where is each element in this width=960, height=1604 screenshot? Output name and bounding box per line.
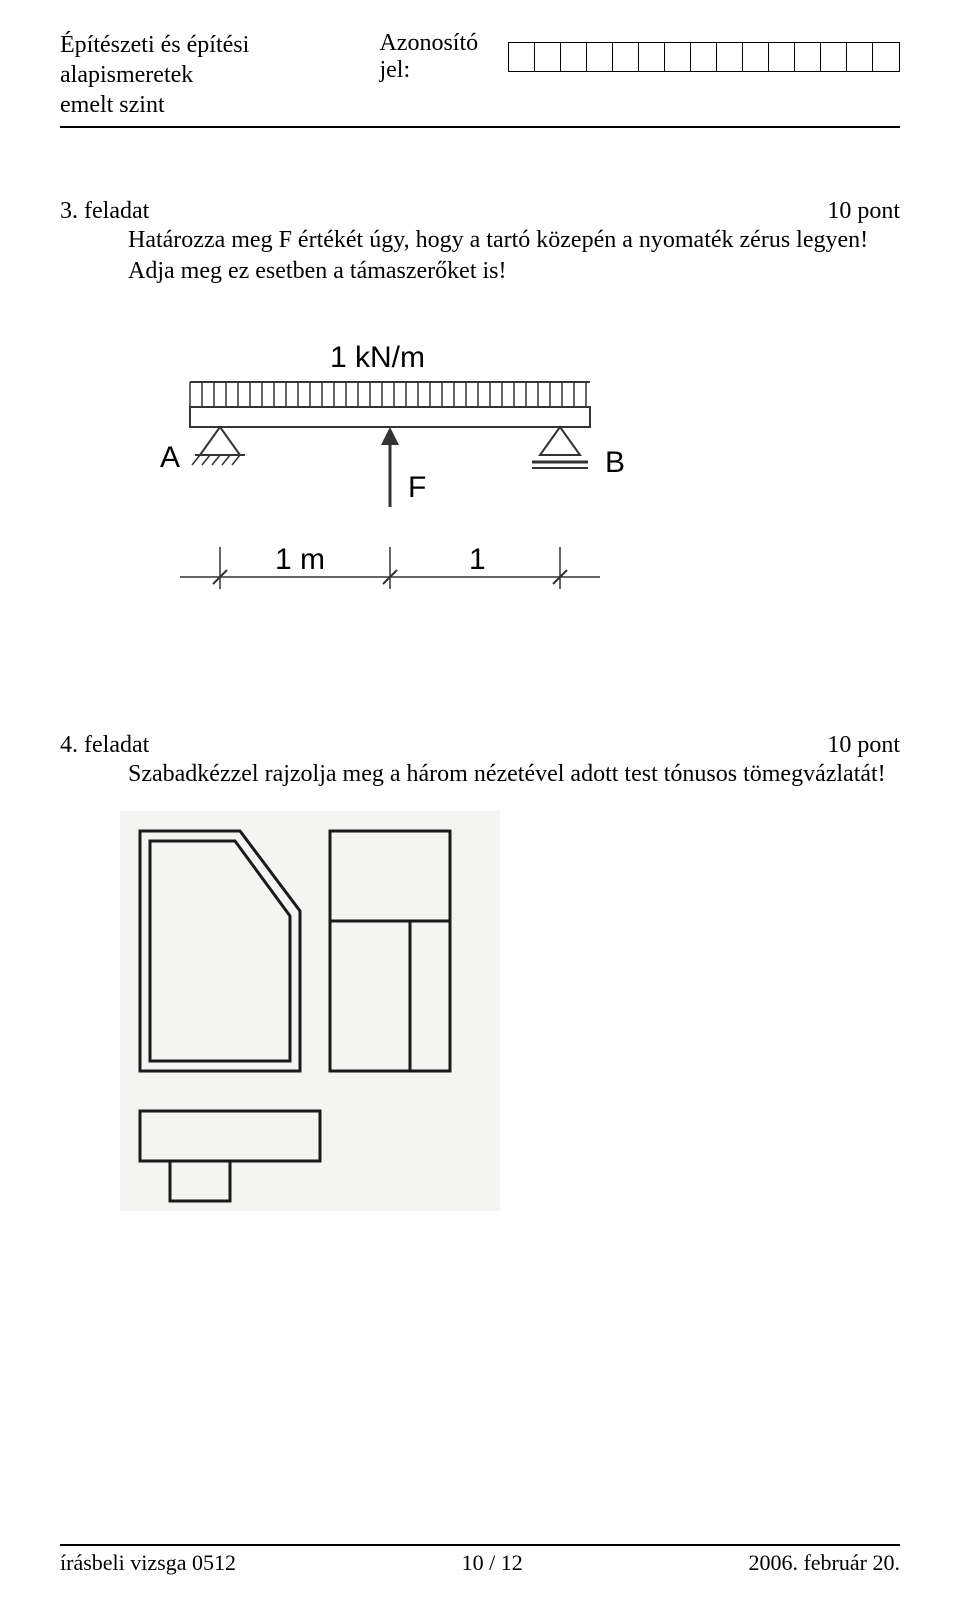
page-header: Építészeti és építési alapismeretek emel… bbox=[60, 30, 900, 120]
id-box-grid bbox=[508, 42, 900, 72]
task3-points: 10 pont bbox=[827, 198, 900, 225]
svg-text:B: B bbox=[605, 446, 625, 479]
id-label: Azonosító jel: bbox=[379, 30, 500, 84]
header-line2: emelt szint bbox=[60, 90, 379, 120]
header-rule bbox=[60, 126, 900, 128]
header-title-block: Építészeti és építési alapismeretek emel… bbox=[60, 30, 379, 120]
svg-text:1 kN/m: 1 kN/m bbox=[330, 341, 425, 374]
task4-views bbox=[120, 811, 900, 1216]
task3-diagram: 1 kN/m A B F 1 m 1 bbox=[120, 327, 900, 632]
svg-text:F: F bbox=[408, 471, 426, 504]
task3-body: Határozza meg F értékét úgy, hogy a tart… bbox=[60, 225, 900, 287]
footer-left: írásbeli vizsga 0512 bbox=[60, 1550, 236, 1576]
three-view-svg bbox=[120, 811, 500, 1211]
svg-text:A: A bbox=[160, 441, 180, 474]
svg-text:1: 1 bbox=[469, 543, 486, 576]
task4-body: Szabadkézzel rajzolja meg a három nézeté… bbox=[60, 759, 900, 790]
task4-title: 4. feladat bbox=[60, 732, 149, 759]
task3-head: 3. feladat 10 pont bbox=[60, 198, 900, 225]
footer-rule bbox=[60, 1544, 900, 1546]
header-id-block: Azonosító jel: bbox=[379, 30, 900, 84]
beam-diagram-svg: 1 kN/m A B F 1 m 1 bbox=[120, 327, 680, 627]
task4: 4. feladat 10 pont Szabadkézzel rajzolja… bbox=[60, 732, 900, 790]
footer-right: 2006. február 20. bbox=[748, 1550, 900, 1576]
page-footer: írásbeli vizsga 0512 10 / 12 2006. febru… bbox=[60, 1544, 900, 1576]
task4-points: 10 pont bbox=[827, 732, 900, 759]
svg-text:1 m: 1 m bbox=[275, 543, 325, 576]
footer-center: 10 / 12 bbox=[462, 1550, 523, 1576]
task4-head: 4. feladat 10 pont bbox=[60, 732, 900, 759]
task3: 3. feladat 10 pont Határozza meg F érték… bbox=[60, 198, 900, 287]
header-line1: Építészeti és építési alapismeretek bbox=[60, 30, 379, 90]
task3-title: 3. feladat bbox=[60, 198, 149, 225]
